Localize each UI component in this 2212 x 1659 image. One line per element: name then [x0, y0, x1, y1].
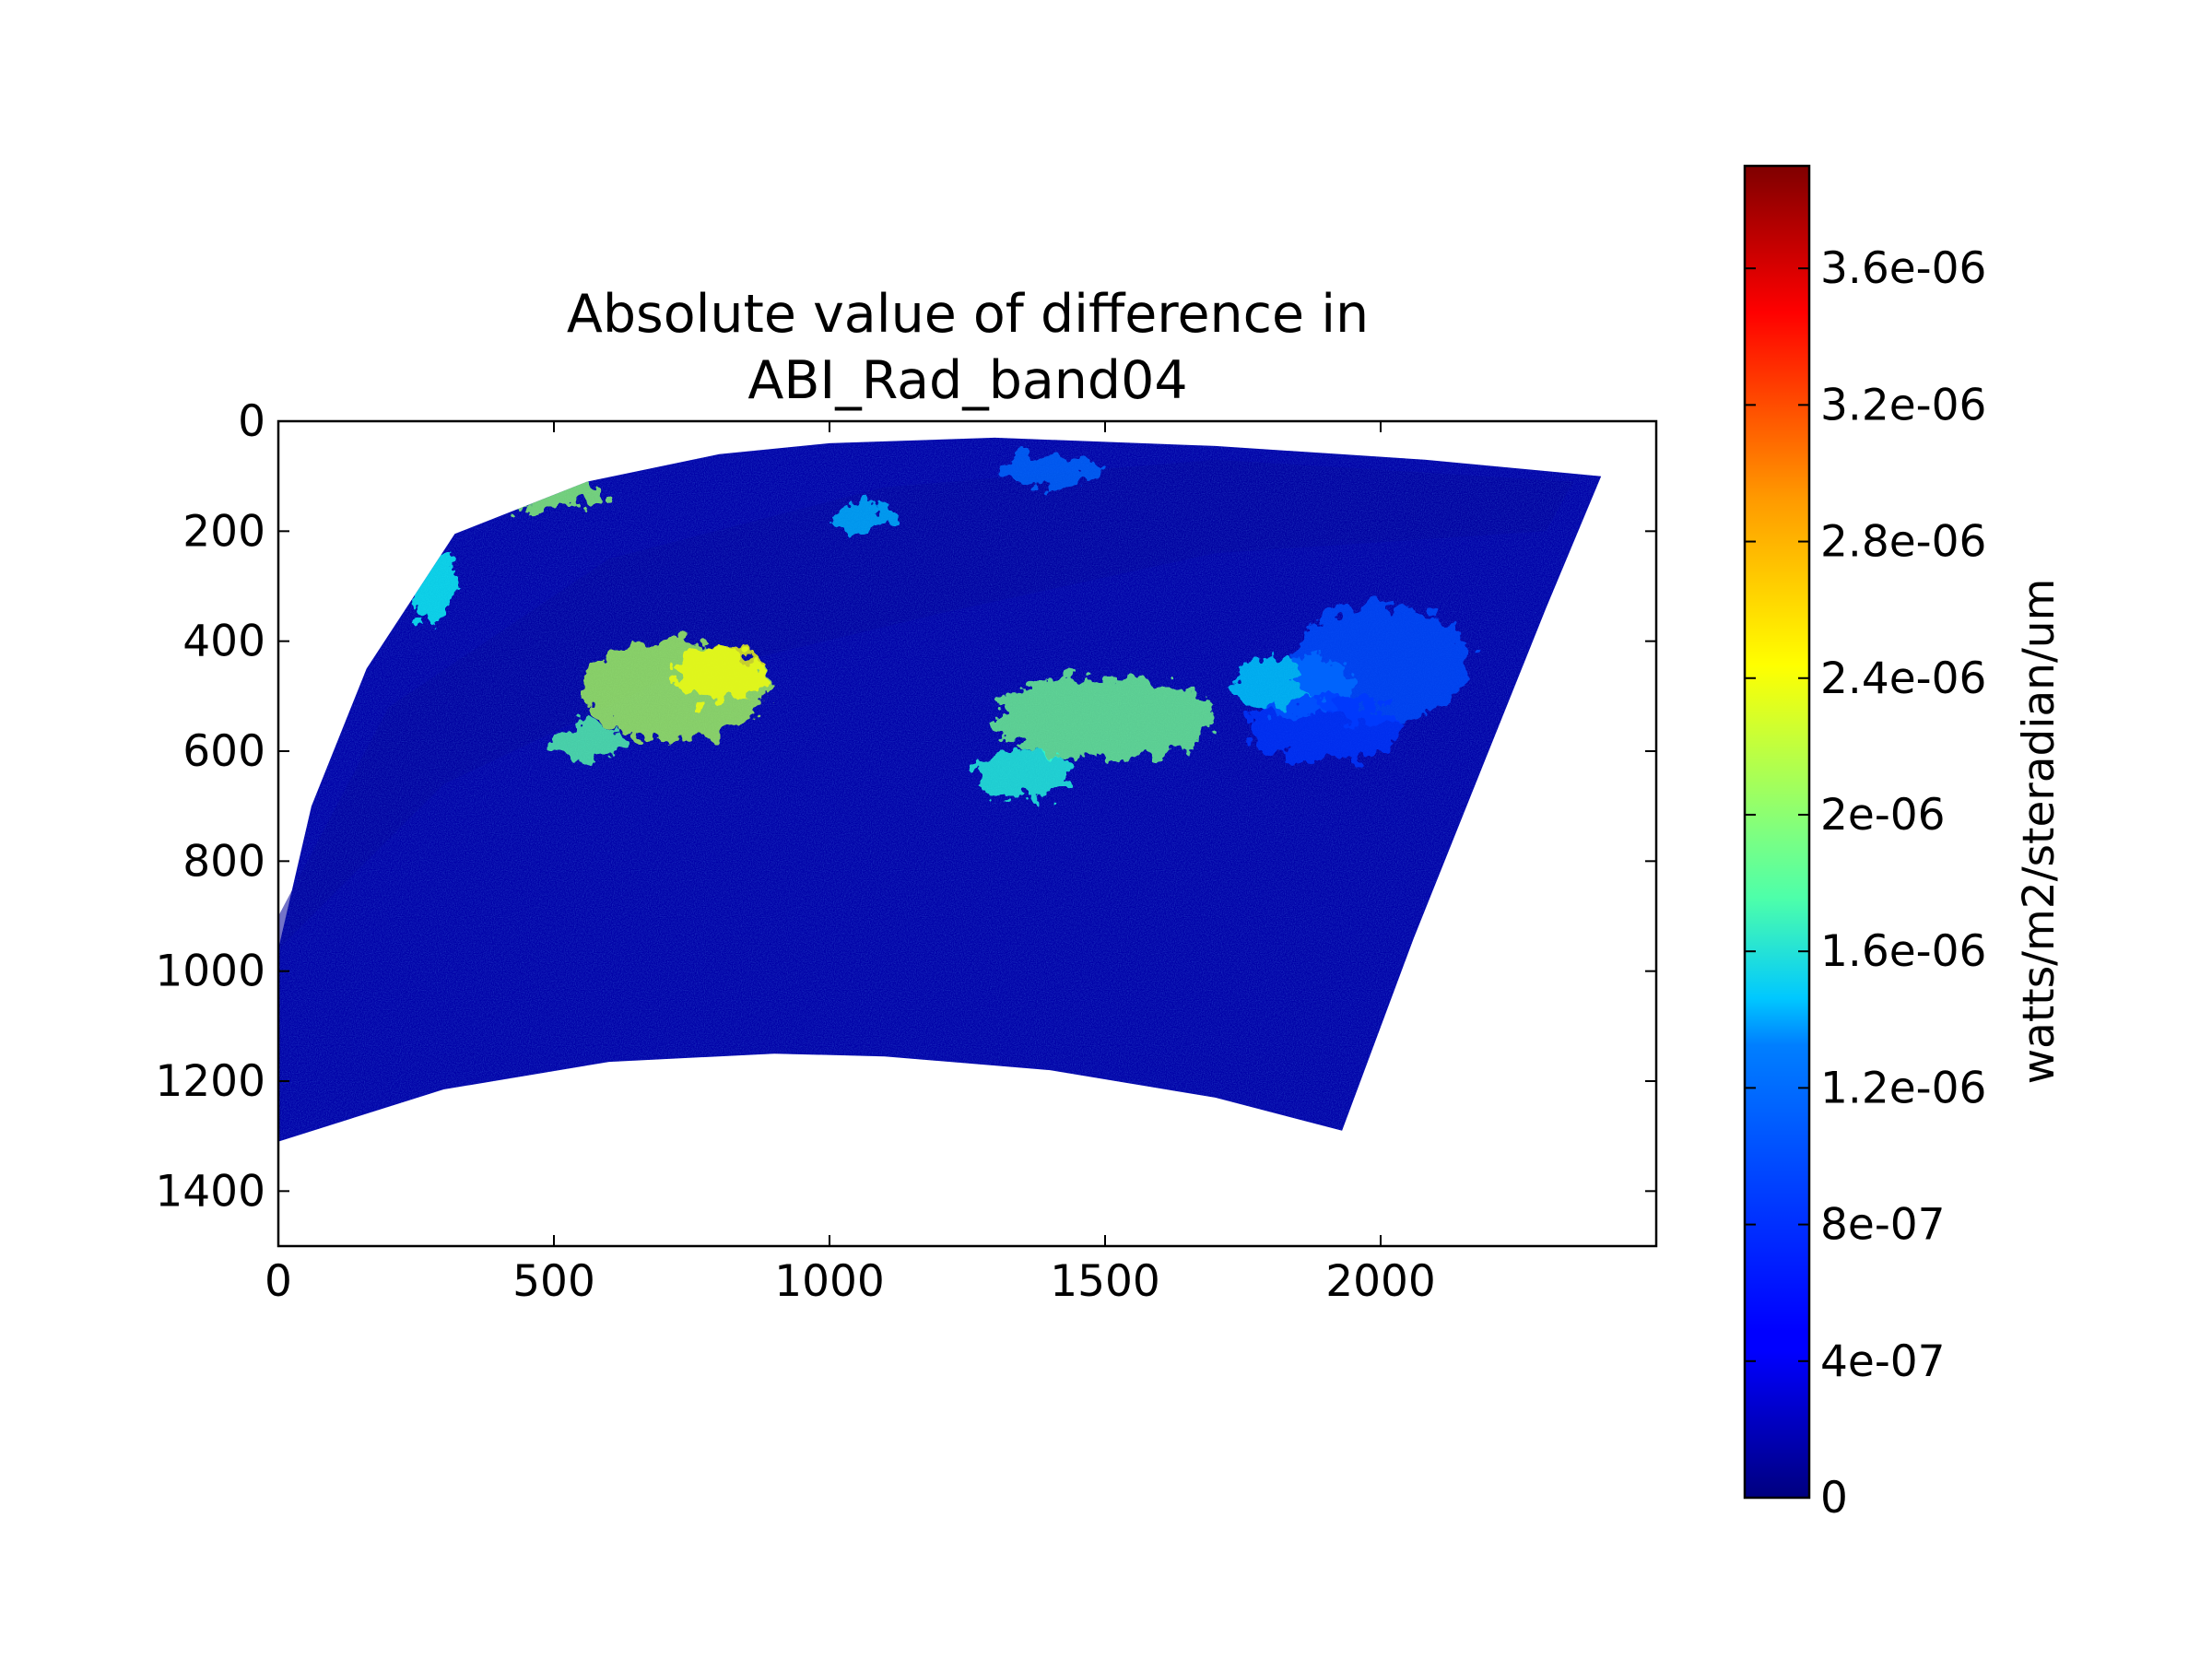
- colorbar-tick-label: 3.2e-06: [1820, 380, 1986, 430]
- data-patch-11: [1248, 696, 1403, 762]
- colorbar-tick-label: 1.2e-06: [1820, 1063, 1986, 1113]
- data-noise: [278, 437, 1602, 1142]
- data-patch-9: [830, 503, 896, 532]
- axes-frame: [276, 419, 1658, 1248]
- colorbar-label: watts/m2/steradian/um: [2014, 579, 2065, 1085]
- colorbar-tick-label: 2.4e-06: [1820, 653, 1986, 704]
- y-tick-label: 1200: [155, 1056, 265, 1107]
- y-tick-label: 1000: [155, 947, 265, 997]
- data-patch-1: [675, 646, 764, 702]
- colorbar-frame: [1743, 164, 1811, 1500]
- colorbar-tick-label: 1.6e-06: [1820, 926, 1986, 977]
- colorbar-tick-label: 3.6e-06: [1820, 243, 1986, 294]
- x-tick-label: 1500: [1050, 1256, 1160, 1307]
- y-tick-label: 200: [182, 506, 265, 557]
- data-detail: [278, 437, 1602, 1142]
- chart-title-line-2: ABI_Rad_band04: [747, 350, 1187, 411]
- x-axis: 0 500 1000 1500 2000: [265, 421, 1436, 1307]
- data-patch-5: [972, 748, 1073, 798]
- y-tick-label: 400: [182, 617, 265, 667]
- colorbar-tick-label: 8e-07: [1820, 1200, 1946, 1251]
- heatmap-data-region: [278, 437, 1602, 1142]
- colorbar-gradient: [1745, 166, 1809, 1498]
- y-tick-label: 800: [182, 836, 265, 887]
- y-tick-label: 600: [182, 726, 265, 777]
- data-patch-2: [994, 677, 1216, 759]
- colorbar-tick-label: 2e-06: [1820, 790, 1946, 841]
- chart-title-line-1: Absolute value of difference in: [567, 284, 1369, 345]
- x-tick-label: 500: [512, 1256, 595, 1307]
- colorbar-tick-label: 0: [1820, 1473, 1848, 1524]
- colorbar: 0 4e-07 8e-07 1.2e-06 1.6e-06 2e-06 2.4e-06 2.8…: [1743, 164, 2065, 1524]
- data-patch-4: [1292, 602, 1469, 724]
- plot-area: [278, 437, 1602, 1142]
- data-patch-8: [410, 547, 455, 625]
- colorbar-tick-label: 2.8e-06: [1820, 517, 1986, 568]
- colorbar-ticks: 0 4e-07 8e-07 1.2e-06 1.6e-06 2e-06 2.4e-06 2.8…: [1745, 243, 1986, 1524]
- x-tick-label: 2000: [1325, 1256, 1436, 1307]
- y-tick-label: 0: [238, 396, 265, 447]
- data-patch-10: [1000, 453, 1100, 488]
- x-tick-label: 1000: [774, 1256, 885, 1307]
- data-patch-7: [449, 476, 604, 510]
- y-axis: 0 200 400 600 800 1000 1200 1400: [155, 396, 1656, 1217]
- data-patch-6: [554, 721, 620, 759]
- colorbar-tick-label: 4e-07: [1820, 1336, 1946, 1387]
- x-tick-label: 0: [265, 1256, 292, 1307]
- y-tick-label: 1400: [155, 1166, 265, 1217]
